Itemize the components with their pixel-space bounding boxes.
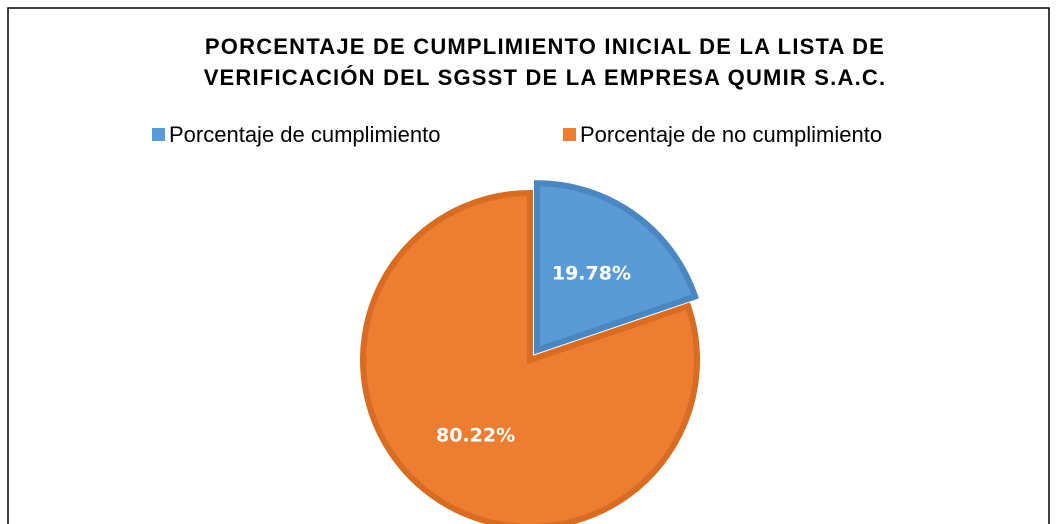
legend-label: Porcentaje de no cumplimiento — [580, 122, 882, 147]
legend-swatch — [563, 128, 576, 141]
data-label: 19.78% — [552, 263, 631, 285]
legend-swatch — [152, 128, 165, 141]
pie-slice — [360, 189, 700, 524]
legend-label: Porcentaje de cumplimiento — [169, 122, 440, 147]
pie-slice — [533, 180, 699, 355]
chart-title: PORCENTAJE DE CUMPLIMIENTO INICIAL DE LA… — [205, 34, 885, 59]
chart-title: VERIFICACIÓN DEL SGSST DE LA EMPRESA QUM… — [204, 65, 887, 90]
data-label: 80.22% — [436, 425, 515, 447]
